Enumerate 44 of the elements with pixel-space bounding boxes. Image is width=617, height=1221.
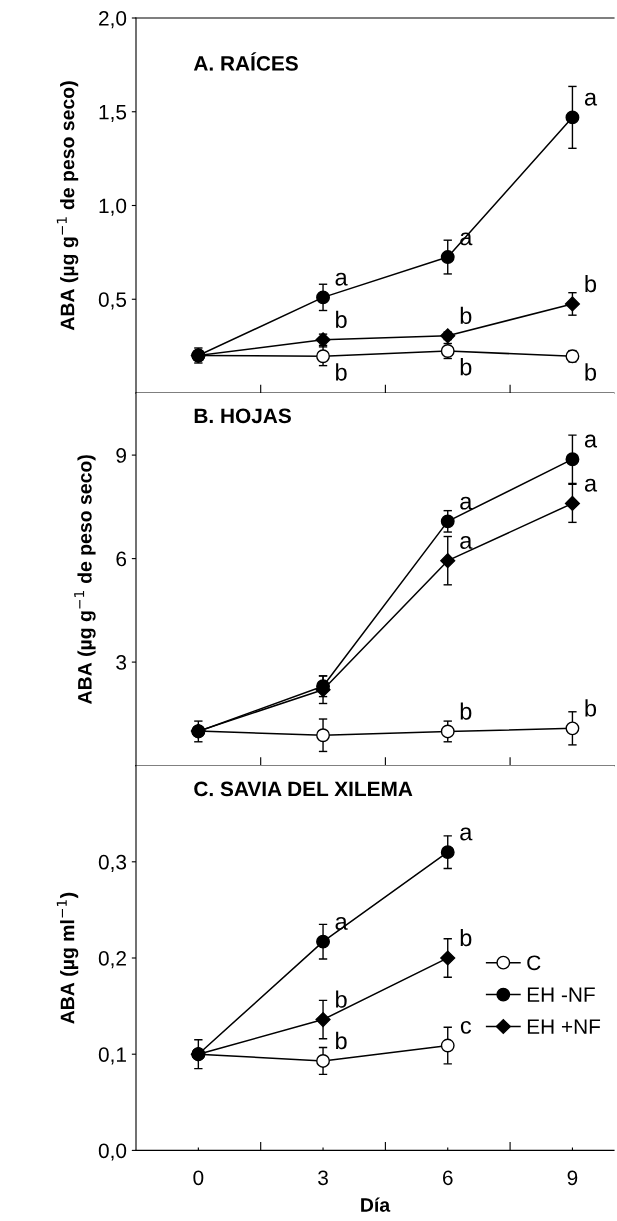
y-tick-label: 1,5 (99, 104, 127, 122)
y-tick-label: 0,3 (98, 854, 127, 873)
x-axis-title: Día (361, 1197, 391, 1212)
y-tick-label: 6 (116, 551, 127, 567)
annotation: a (460, 496, 473, 510)
annotation: a (584, 478, 598, 492)
x-tick-label: 6 (443, 1170, 453, 1186)
annotation: a (584, 434, 598, 448)
annotation: b (585, 699, 597, 717)
text: B. HOJAS (194, 408, 291, 424)
annotation: b (585, 363, 597, 381)
annotation: c (460, 1020, 472, 1034)
y-axis-title: ABA (µg ml$^{−1}$) (56, 892, 79, 1024)
y-tick-label: 9 (116, 448, 126, 463)
annotation: b (336, 990, 347, 1008)
x-tick-label: 3 (318, 1170, 328, 1186)
y-axis-title: ABA (µg g$^{−1}$ de peso seco) (56, 81, 79, 331)
annotation: b (460, 702, 472, 720)
annotation: b (460, 928, 472, 947)
y-tick-label: 0,1 (98, 1047, 126, 1065)
x-tick-label: 9 (567, 1170, 578, 1186)
y-tick-label: 3 (116, 655, 127, 670)
annotation: a (460, 536, 473, 549)
y-tick-label: 0,0 (98, 1143, 127, 1161)
y-tick-label: 0,5 (98, 292, 127, 310)
annotation: a (335, 272, 348, 286)
y-tick-label: 2,0 (99, 11, 127, 29)
annotation: b (460, 358, 472, 376)
legend-label: C (527, 955, 541, 971)
annotation: b (336, 1031, 347, 1050)
legend-label: EH +NF (527, 1019, 601, 1034)
text: A. RAÍCES (193, 52, 298, 71)
annotation: a (460, 827, 473, 841)
legend-label: EH -NF (527, 987, 595, 1002)
y-axis-title: ABA (µg g$^{−1}$ de peso seco) (74, 455, 96, 704)
y-tick-label: 0,2 (98, 951, 126, 969)
y-tick-label: 1,0 (99, 198, 127, 216)
x-tick-label: 0 (193, 1170, 204, 1186)
annotation: b (336, 310, 347, 329)
text: C. SAVIA DEL XILEMA (194, 781, 413, 797)
annotation: b (336, 363, 347, 381)
annotation: b (585, 274, 597, 293)
annotation: a (584, 92, 598, 106)
annotation: b (460, 306, 472, 325)
